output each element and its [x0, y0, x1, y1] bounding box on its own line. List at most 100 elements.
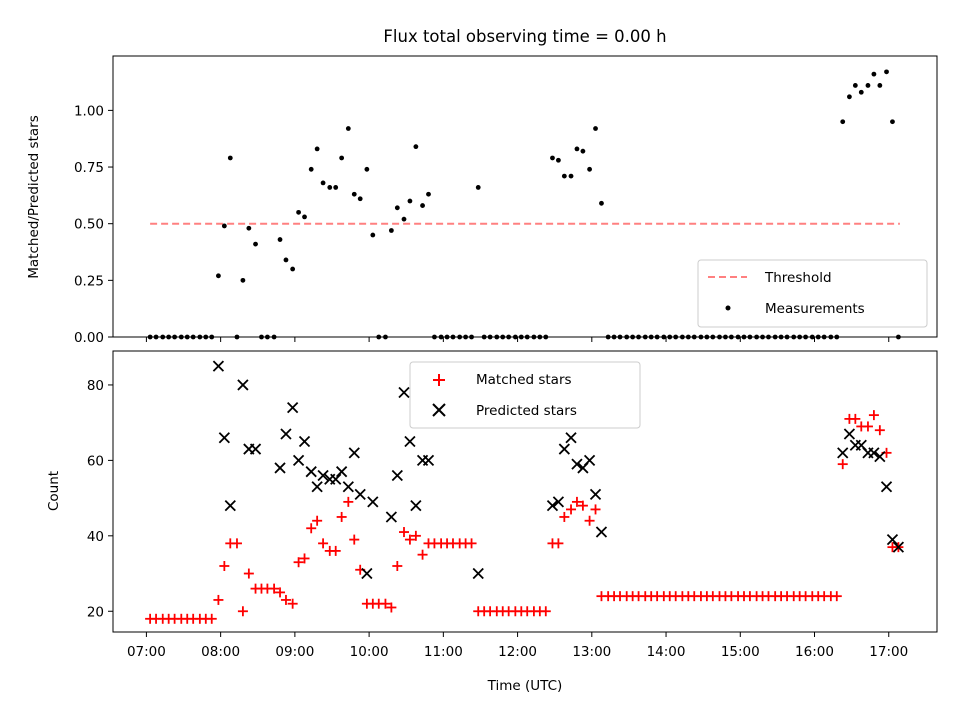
- ratio-y-tick-label: 1.00: [74, 103, 104, 119]
- legend-measurements-swatch: [725, 305, 731, 311]
- measurement-point: [308, 166, 314, 172]
- matched-star-point: [862, 421, 873, 432]
- count-x-tick-label: 11:00: [424, 644, 463, 660]
- predicted-star-point: [348, 447, 360, 459]
- count-y-tick-label: 60: [87, 453, 104, 469]
- count-x-tick-label: 12:00: [498, 644, 537, 660]
- measurement-point: [847, 94, 852, 100]
- count-y-ticks: 20 40 60 80: [87, 378, 113, 620]
- measurement-point: [253, 241, 258, 247]
- matched-star-point: [874, 425, 885, 436]
- predicted-star-point: [311, 481, 323, 493]
- predicted-stars-series: [212, 360, 905, 580]
- ratio-panel: Flux total observing time = 0.00 h Match…: [26, 27, 938, 346]
- predicted-star-point: [361, 567, 373, 580]
- matched-star-point: [349, 534, 360, 545]
- measurement-point: [388, 228, 394, 233]
- matched-star-point: [336, 511, 347, 522]
- measurement-point: [296, 209, 301, 215]
- ratio-plot-frame: [112, 55, 938, 338]
- legend-matched-label: Matched stars: [476, 372, 572, 388]
- ratio-y-tick-label: 0.50: [74, 217, 104, 233]
- measurement-point: [216, 273, 221, 279]
- measurement-point: [357, 196, 363, 202]
- ratio-legend: Threshold Measurements: [697, 259, 928, 328]
- measurement-point: [401, 216, 407, 222]
- ratio-y-axis-label: Matched/Predicted stars: [26, 115, 42, 278]
- matched-star-point: [269, 583, 280, 594]
- matched-star-point: [231, 538, 242, 549]
- predicted-star-point: [589, 488, 602, 500]
- measurement-point: [568, 173, 574, 179]
- predicted-star-point: [404, 435, 416, 448]
- measurement-point: [593, 126, 598, 131]
- measurement-point: [314, 146, 320, 152]
- predicted-star-point: [398, 386, 410, 399]
- measurement-point: [333, 185, 339, 190]
- measurement-point: [290, 266, 296, 272]
- matched-star-point: [237, 606, 248, 617]
- measurement-point: [283, 257, 289, 263]
- matched-star-point: [590, 504, 601, 515]
- legend-measurements-label: Measurements: [765, 301, 865, 317]
- measurement-point: [561, 173, 567, 179]
- count-panel: Count Time (UTC) 20 40 60 80 07:00 08:00 09:0…: [46, 350, 938, 694]
- predicted-star-point: [298, 435, 311, 448]
- predicted-star-point: [565, 432, 577, 444]
- count-y-tick-label: 40: [87, 529, 104, 545]
- matched-star-point: [559, 511, 570, 522]
- matched-star-point: [566, 504, 577, 515]
- matched-star-point: [343, 496, 354, 507]
- matched-star-point: [837, 459, 848, 470]
- matched-star-point: [306, 523, 317, 534]
- predicted-star-point: [367, 496, 379, 508]
- predicted-star-point: [886, 533, 899, 546]
- predicted-star-point: [218, 432, 230, 444]
- matched-star-point: [330, 545, 341, 556]
- predicted-star-point: [546, 500, 559, 512]
- count-y-tick-label: 80: [87, 378, 104, 394]
- matched-star-point: [398, 527, 409, 538]
- matched-star-point: [540, 606, 551, 617]
- count-legend: Matched stars Predicted stars: [409, 361, 641, 429]
- matched-star-point: [213, 594, 224, 605]
- predicted-star-point: [280, 428, 292, 440]
- count-x-tick-label: 07:00: [127, 644, 166, 660]
- count-legend-box: [409, 361, 641, 429]
- count-y-tick-label: 20: [87, 604, 104, 620]
- predicted-star-point: [305, 466, 317, 478]
- ratio-y-tick-label: 0.25: [74, 273, 104, 289]
- measurement-point: [394, 205, 400, 211]
- predicted-star-point: [837, 447, 849, 459]
- measurement-point: [327, 185, 333, 190]
- matched-star-point: [584, 515, 595, 526]
- count-x-tick-label: 15:00: [721, 644, 760, 660]
- predicted-star-point: [287, 401, 299, 414]
- predicted-star-point: [472, 567, 484, 580]
- matched-star-point: [293, 557, 304, 568]
- predicted-star-point: [868, 447, 880, 459]
- measurement-point: [420, 203, 425, 208]
- matched-star-point: [417, 549, 428, 560]
- measurement-point: [320, 180, 326, 186]
- predicted-star-point: [342, 481, 354, 493]
- measurement-point: [407, 198, 413, 204]
- matched-star-point: [287, 598, 298, 609]
- predicted-star-point: [843, 428, 856, 440]
- chart-title: Flux total observing time = 0.00 h: [383, 27, 666, 46]
- matched-star-point: [312, 515, 323, 526]
- count-x-tick-label: 16:00: [795, 644, 834, 660]
- measurement-point: [426, 191, 431, 197]
- measurement-point: [550, 155, 555, 161]
- count-x-ticks: 07:00 08:00 09:00 10:00 11:00 12:00 13:00 14:00…: [127, 632, 908, 660]
- matched-star-point: [280, 594, 291, 605]
- predicted-star-point: [336, 466, 348, 478]
- measurement-point: [884, 69, 889, 75]
- matched-star-point: [553, 538, 564, 549]
- count-x-tick-label: 09:00: [275, 644, 314, 660]
- predicted-star-point: [237, 379, 249, 391]
- legend-threshold-label: Threshold: [764, 270, 832, 286]
- count-plot-frame: [112, 350, 938, 633]
- matched-stars-series: [145, 410, 904, 624]
